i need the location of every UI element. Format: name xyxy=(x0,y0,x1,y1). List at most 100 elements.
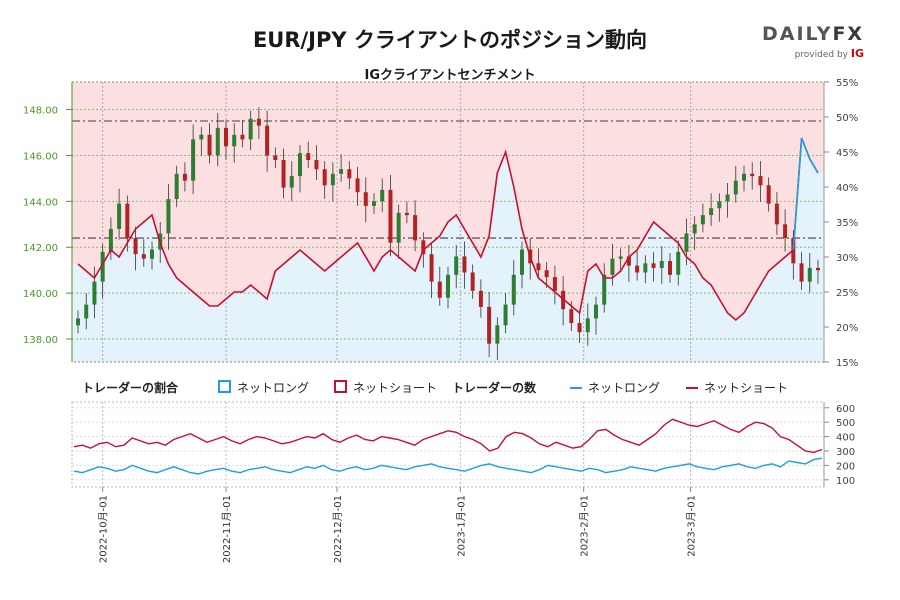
legend-item-long-ratio: ネットロング xyxy=(218,379,309,396)
candle-body xyxy=(141,254,146,259)
candle-body xyxy=(446,274,450,298)
candle-body xyxy=(265,125,270,156)
price-tick-label: 140.00 xyxy=(23,289,58,300)
candle-body xyxy=(733,180,738,195)
candle-body xyxy=(281,160,286,188)
candle-body xyxy=(133,238,138,255)
candle-body xyxy=(626,256,631,266)
candle-body xyxy=(569,309,574,323)
count-tick-label: 400 xyxy=(836,433,855,444)
candle-body xyxy=(322,169,327,186)
candle-body xyxy=(454,256,459,275)
candle-body xyxy=(470,272,475,291)
legend-item-short-ratio: ネットショート xyxy=(334,379,437,396)
ratio-tick-label: 25% xyxy=(836,288,858,299)
candle-body xyxy=(306,153,311,161)
candle-body xyxy=(215,127,220,156)
candle-body xyxy=(503,304,508,326)
candle-body xyxy=(100,251,105,282)
long-line-icon xyxy=(570,387,582,389)
short-line-icon xyxy=(686,387,698,389)
ratio-tick-label: 45% xyxy=(836,148,858,159)
price-tick-label: 144.00 xyxy=(23,197,58,208)
count-tick-label: 500 xyxy=(836,418,855,429)
ig-logo: IG xyxy=(850,47,864,60)
candle-body xyxy=(240,134,245,140)
x-tick-label: 2023-3月-01 xyxy=(686,495,698,557)
net-short-count-line xyxy=(73,418,823,454)
candle-body xyxy=(536,263,541,271)
candle-body xyxy=(199,134,204,140)
candle-body xyxy=(84,304,89,319)
candle-body xyxy=(191,139,196,181)
price-ratio-panel: 138.00 140.00 142.00 144.00 146.00 148.00 15% 2… xyxy=(23,78,858,369)
ratio-tick-label: 20% xyxy=(836,323,858,334)
candle-body xyxy=(487,306,492,344)
candle-body xyxy=(429,254,434,282)
candle-body xyxy=(585,318,590,333)
candle-body xyxy=(224,127,228,147)
candle-body xyxy=(421,240,426,255)
candle-body xyxy=(709,208,714,216)
candle-body xyxy=(552,277,557,291)
candle-body xyxy=(807,267,812,282)
candle-body xyxy=(207,134,212,156)
logo-provided-text: provided by xyxy=(794,50,848,60)
candle-body xyxy=(511,274,516,305)
candle-body xyxy=(742,173,746,181)
short-square-icon xyxy=(334,380,347,393)
candle-body xyxy=(125,203,130,239)
candle-body xyxy=(174,173,179,200)
candle-body xyxy=(643,263,648,273)
candle-body xyxy=(330,173,335,186)
candle-body xyxy=(725,194,730,202)
candle-body xyxy=(462,256,467,273)
count-tick-label: 200 xyxy=(836,461,855,472)
net-long-count-line xyxy=(73,457,823,475)
candle-body xyxy=(692,224,697,234)
price-tick-label: 138.00 xyxy=(23,335,58,346)
logo-wordmark: DAILYFX xyxy=(762,24,870,44)
candle-body xyxy=(577,322,582,333)
logo-provided-by: provided by IG xyxy=(762,47,870,60)
candle-body xyxy=(108,228,113,252)
candle-body xyxy=(717,201,722,209)
candle-body xyxy=(602,274,607,305)
candle-body xyxy=(635,265,640,273)
candle-body xyxy=(396,212,401,243)
candle-body xyxy=(799,263,804,282)
candle-body xyxy=(248,118,253,140)
candle-body xyxy=(676,251,681,275)
price-tick-label: 142.00 xyxy=(23,243,58,254)
candle-body xyxy=(150,249,154,259)
candle-body xyxy=(766,185,771,204)
x-tick-label: 2022-10月-01 xyxy=(98,495,110,563)
ratio-tick-label: 35% xyxy=(836,218,858,229)
count-legend-title: トレーダーの数 xyxy=(452,379,536,396)
candle-body xyxy=(339,169,344,174)
candle-body xyxy=(700,215,705,225)
candle-body xyxy=(298,153,302,177)
candle-body xyxy=(750,173,755,177)
candle-body xyxy=(347,169,352,179)
candle-body xyxy=(437,281,442,298)
candle-body xyxy=(668,261,672,275)
legend-short-count-label: ネットショート xyxy=(704,381,789,395)
legend-item-long-count: ネットロング xyxy=(570,379,660,396)
candle-body xyxy=(594,304,598,319)
net-long-area xyxy=(72,138,824,362)
candle-body xyxy=(372,201,376,206)
x-tick-label: 2022-12月-01 xyxy=(332,495,344,563)
ratio-tick-label: 55% xyxy=(836,78,858,89)
candle-body xyxy=(783,224,788,239)
candle-body xyxy=(520,249,524,275)
candle-body xyxy=(117,203,122,229)
x-tick-label: 2022-11月-01 xyxy=(221,495,233,563)
legend-short-label: ネットショート xyxy=(353,381,438,395)
candle-body xyxy=(92,281,97,305)
candle-body xyxy=(363,192,368,206)
candle-body xyxy=(166,199,171,234)
candle-body xyxy=(816,267,820,271)
